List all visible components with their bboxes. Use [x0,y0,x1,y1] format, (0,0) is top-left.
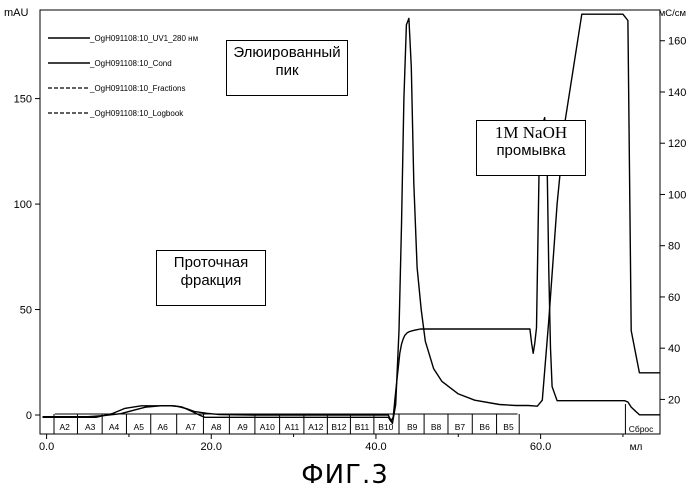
annotation-eluted-peak: Элюированный пик [226,40,348,96]
fraction-label-a8: A8 [211,422,222,432]
fraction-label-a6: A6 [157,422,168,432]
x-tick-label: 20.0 [201,441,222,453]
fraction-label-a11: A11 [285,422,300,432]
annotation-flow-through-line-2: фракция [163,272,259,290]
annotation-eluted-peak-line-1: Элюированный [233,44,341,62]
y-left-tick-label: 100 [14,199,32,211]
series-lines [43,14,661,423]
fraction-label-b10: B10 [378,422,393,432]
plot-border [40,10,660,434]
legend-label: _OgH091108:10_Logbook [89,109,184,118]
figure-caption: ФИГ.3 [0,460,690,490]
y-right-tick-label: 160 [668,36,686,48]
fraction-label-b5: B5 [503,422,514,432]
x-unit-label: мл [630,442,643,453]
fraction-label-a5: A5 [134,422,145,432]
legend-label: _OgH091108:10_Fractions [89,84,185,93]
fraction-label-b6: B6 [479,422,490,432]
y-right-tick-label: 40 [668,343,680,355]
fraction-label-a3: A3 [85,422,96,432]
annotation-flow-through: Проточная фракция [156,250,266,306]
y-left-tick-label: 0 [26,410,32,422]
x-tick-label: 40.0 [365,441,386,453]
annotation-naoh-wash: 1M NaOH промывка [476,120,586,176]
annotation-naoh-wash-line-2: промывка [483,142,579,160]
fraction-label-a12: A12 [308,422,323,432]
y-right-tick-label: 140 [668,87,686,99]
y-right-tick-label: 100 [668,189,686,201]
legend-label: _OgH091108:10_UV1_280 нм [89,34,198,43]
fraction-label-a10: A10 [260,422,275,432]
x-tick-label: 0.0 [39,441,54,453]
legend-label: _OgH091108:10_Cond [89,59,172,68]
fraction-label-a2: A2 [59,422,70,432]
fraction-track: A2 A3 A4 A5 A6 A7 A8 A9 A10 A11 A12 B12 B11 B10 B9 B8 B7… [54,404,654,434]
x-tick-label: 60.0 [530,441,551,453]
y-left-tick-label: 50 [20,305,32,317]
y-left-axis-label: mAU [4,7,29,19]
fraction-label-b12: B12 [331,422,346,432]
fraction-label-a9: A9 [237,422,248,432]
fraction-label-b9: B9 [407,422,418,432]
annotation-naoh-wash-line-1: 1M NaOH [483,124,579,142]
annotation-eluted-peak-line-2: пик [233,62,341,80]
y-left-tick-label: 150 [14,94,32,106]
fraction-label-a4: A4 [109,422,120,432]
uv-280-line [43,14,661,423]
y-right-tick-label: 20 [668,394,680,406]
y-right-tick-label: 120 [668,138,686,150]
y-right-axis-label: мС/см [659,8,686,19]
legend: _OgH091108:10_UV1_280 нм _OgH091108:10_Co… [48,34,198,118]
fraction-label-b8: B8 [431,422,442,432]
fraction-label-a7: A7 [185,422,196,432]
y-right-tick-label: 80 [668,241,680,253]
y-right-tick-label: 60 [668,292,680,304]
annotation-flow-through-line-1: Проточная [163,254,259,272]
logbook-label: Сброс [629,424,654,434]
fraction-label-b11: B11 [355,422,370,432]
fraction-label-b7: B7 [455,422,466,432]
plot-frame [40,10,660,434]
